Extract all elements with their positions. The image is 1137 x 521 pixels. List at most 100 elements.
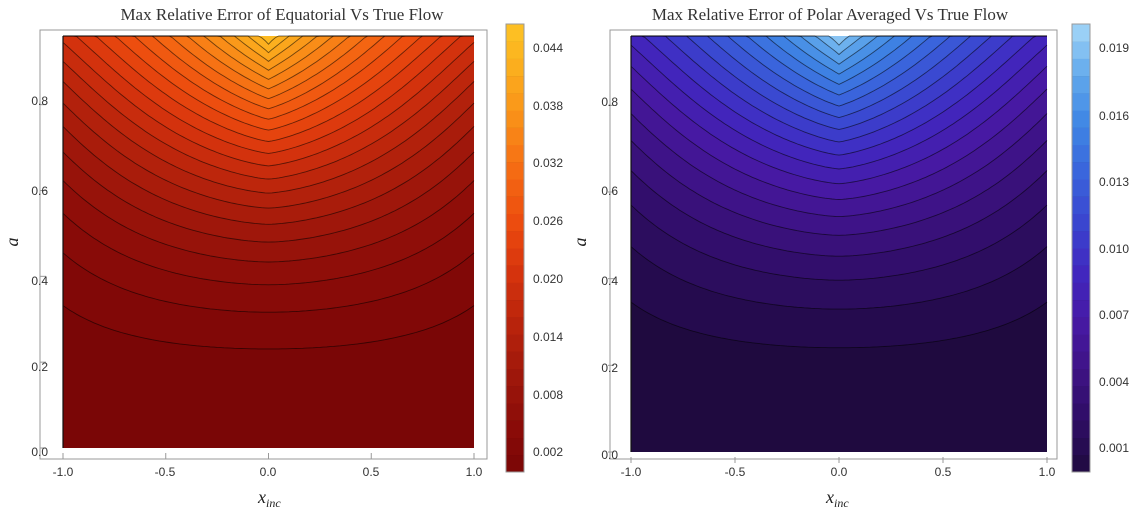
colorbar-tick-label: 0.044 (533, 41, 563, 55)
y-tick-label: 0.2 (601, 361, 618, 375)
x-tick-label: 0.5 (935, 465, 952, 479)
colorbar-swatch (1072, 110, 1090, 128)
y-tick-labels: 0.0 0.2 0.4 0.6 0.8 (601, 95, 618, 462)
contour-band (63, 36, 474, 45)
colorbar-swatch (1072, 316, 1090, 335)
colorbar-swatch (506, 334, 524, 352)
chart-title: Max Relative Error of Equatorial Vs True… (120, 5, 444, 24)
contour-line (63, 35, 474, 131)
chart-title: Max Relative Error of Polar Averaged Vs … (652, 5, 1009, 24)
colorbar-swatch (1072, 334, 1090, 352)
y-tick-label: 0.8 (601, 95, 618, 109)
y-axis-label: a (2, 238, 22, 247)
contour-line (630, 88, 1048, 200)
colorbar-swatch (506, 196, 524, 215)
contour-line (630, 170, 1048, 257)
colorbar-swatch (1072, 179, 1090, 197)
plot-frame (39, 29, 488, 460)
colorbar-tick-label: 0.001 (1099, 441, 1129, 455)
y-tick-label: 0.0 (31, 445, 48, 459)
colorbar-swatch (1072, 454, 1090, 473)
contour-line (631, 35, 1047, 143)
colorbar-swatch (506, 282, 524, 301)
colorbar-swatch (506, 161, 524, 180)
colorbar-swatch (1072, 437, 1090, 456)
colorbar-swatch (1072, 248, 1090, 266)
contour-line (631, 35, 1047, 156)
x-tick-label: 1.0 (1039, 465, 1056, 479)
y-tick-label: 0.0 (601, 448, 618, 462)
colorbar-swatch (1072, 213, 1090, 232)
colorbar-swatch (506, 127, 524, 146)
y-tick-label: 0.8 (31, 94, 48, 108)
colorbar-tick-label: 0.026 (533, 214, 563, 228)
contour-line (62, 42, 475, 167)
contour-line (631, 35, 1047, 46)
colorbar-frame (505, 23, 525, 473)
colorbar-tick-label: 0.002 (533, 445, 563, 459)
colorbar-tick-label: 0.013 (1099, 175, 1129, 189)
contour-line (63, 35, 474, 154)
x-tick-label: 1.0 (466, 465, 483, 479)
colorbar-swatch (1072, 92, 1090, 111)
x-axis-label: xinc (825, 487, 849, 510)
colorbar-swatch (506, 437, 524, 456)
colorbar-swatch (1072, 265, 1090, 283)
colorbar-swatch (506, 179, 524, 197)
colorbar-swatch (1072, 299, 1090, 318)
contour-line (630, 113, 1048, 218)
equatorial-error-panel: Max Relative Error of Equatorial Vs True… (2, 5, 563, 510)
colorbar-swatch (506, 24, 524, 42)
colorbar-swatch (1072, 144, 1090, 163)
contour-line (62, 61, 475, 180)
colorbar-frame (1071, 23, 1091, 473)
colorbar-tick-labels: 0.001 0.004 0.007 0.010 0.013 0.016 0.01… (1099, 41, 1129, 455)
colorbar-tick-label: 0.007 (1099, 308, 1129, 322)
contour-line (630, 246, 1048, 310)
x-tick-labels: -1.0 -0.5 0.0 0.5 1.0 (53, 465, 483, 479)
contour-line (630, 44, 1048, 170)
colorbar-swatch (506, 316, 524, 335)
x-tick-label: 0.0 (831, 465, 848, 479)
y-tick-label: 0.4 (31, 274, 48, 288)
contour-line (63, 35, 474, 45)
contour-line (630, 140, 1048, 236)
colorbar-swatch (506, 454, 524, 473)
y-tick-label: 0.6 (31, 184, 48, 198)
colorbar-swatch (506, 92, 524, 111)
colorbar (1071, 23, 1091, 473)
contour-line (630, 204, 1048, 281)
contour-line (62, 212, 475, 286)
x-tick-label: -0.5 (155, 465, 176, 479)
x-tick-label: -1.0 (53, 465, 74, 479)
colorbar-swatch (1072, 58, 1090, 77)
colorbar-swatch (506, 75, 524, 94)
colorbar-swatch (506, 230, 524, 249)
colorbar-swatch (1072, 161, 1090, 180)
x-tick-label: 0.5 (363, 465, 380, 479)
colorbar-tick-label: 0.032 (533, 156, 563, 170)
x-tick-label: 0.0 (260, 465, 277, 479)
colorbar-swatch (506, 144, 524, 163)
colorbar-swatch (506, 420, 524, 439)
x-tick-labels: -1.0 -0.5 0.0 0.5 1.0 (621, 465, 1056, 479)
colorbar-swatch (1072, 196, 1090, 215)
colorbar-tick-label: 0.004 (1099, 375, 1129, 389)
colorbar-swatch (1072, 24, 1090, 42)
colorbar-tick-label: 0.008 (533, 388, 563, 402)
x-tick-label: -1.0 (621, 465, 642, 479)
contour-line (62, 305, 475, 350)
contour-line (631, 35, 1047, 130)
colorbar-swatch (506, 248, 524, 266)
colorbar-swatch (1072, 41, 1090, 59)
colorbar-swatch (506, 58, 524, 77)
colorbar-swatch (506, 41, 524, 59)
colorbar-swatch (506, 351, 524, 370)
polar-averaged-error-panel: Max Relative Error of Polar Averaged Vs … (570, 5, 1129, 510)
colorbar-swatch (1072, 403, 1090, 421)
colorbar-swatch (1072, 420, 1090, 439)
colorbar-tick-label: 0.038 (533, 99, 563, 113)
colorbar-swatch (1072, 230, 1090, 249)
colorbar-swatch (1072, 351, 1090, 370)
